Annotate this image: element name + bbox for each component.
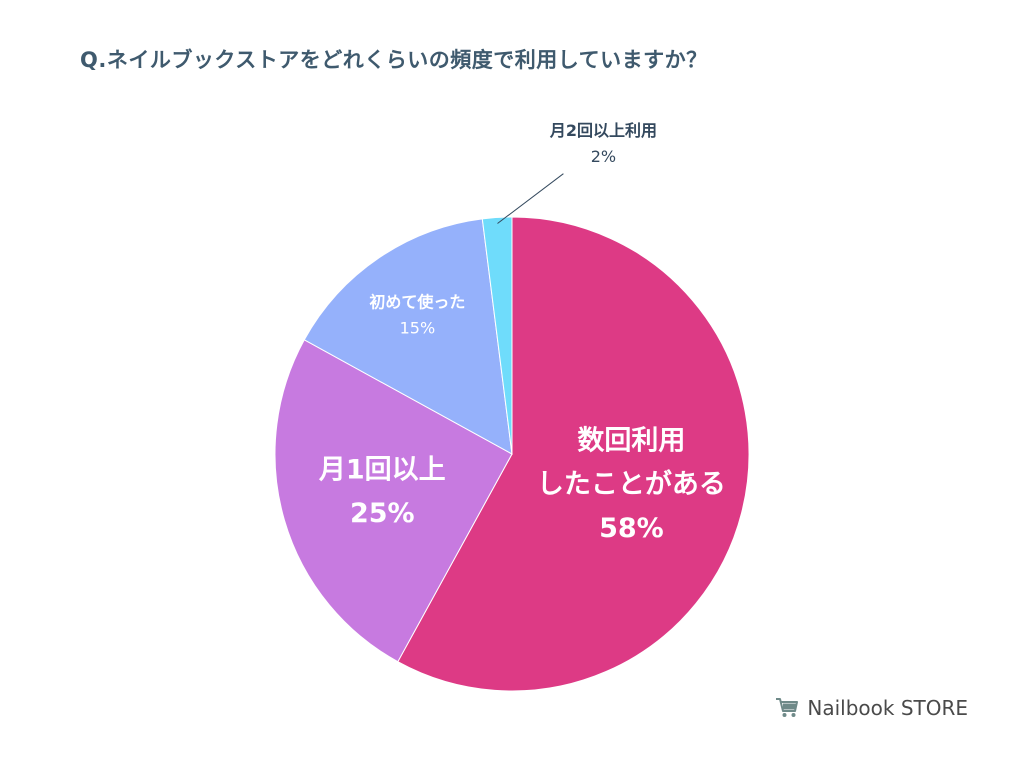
pie-slice [274,339,513,663]
slice-category-label: したことがある [537,468,726,500]
slice-value-label: 2% [591,147,616,166]
brand-name: Nailbook STORE [807,696,968,720]
leader-line [497,173,564,224]
slice-value-label: 25% [350,498,415,529]
slice-category-label: 初めて使った [369,292,465,311]
pie-slice [397,216,750,692]
brand-logo: Nailbook STORE [775,696,968,720]
slice-category-label: 月1回以上 [318,454,446,485]
slice-value-label: 15% [400,318,436,337]
slice-category-label: 月2回以上利用 [549,121,657,140]
slice-value-label: 58% [599,513,664,544]
pie-slice [303,218,513,455]
slice-category-label: 数回利用 [577,425,685,456]
chart-title: Q.ネイルブックストアをどれくらいの頻度で利用していますか？ [80,48,708,72]
shopping-cart-icon [776,698,799,717]
pie-slice [481,216,513,455]
